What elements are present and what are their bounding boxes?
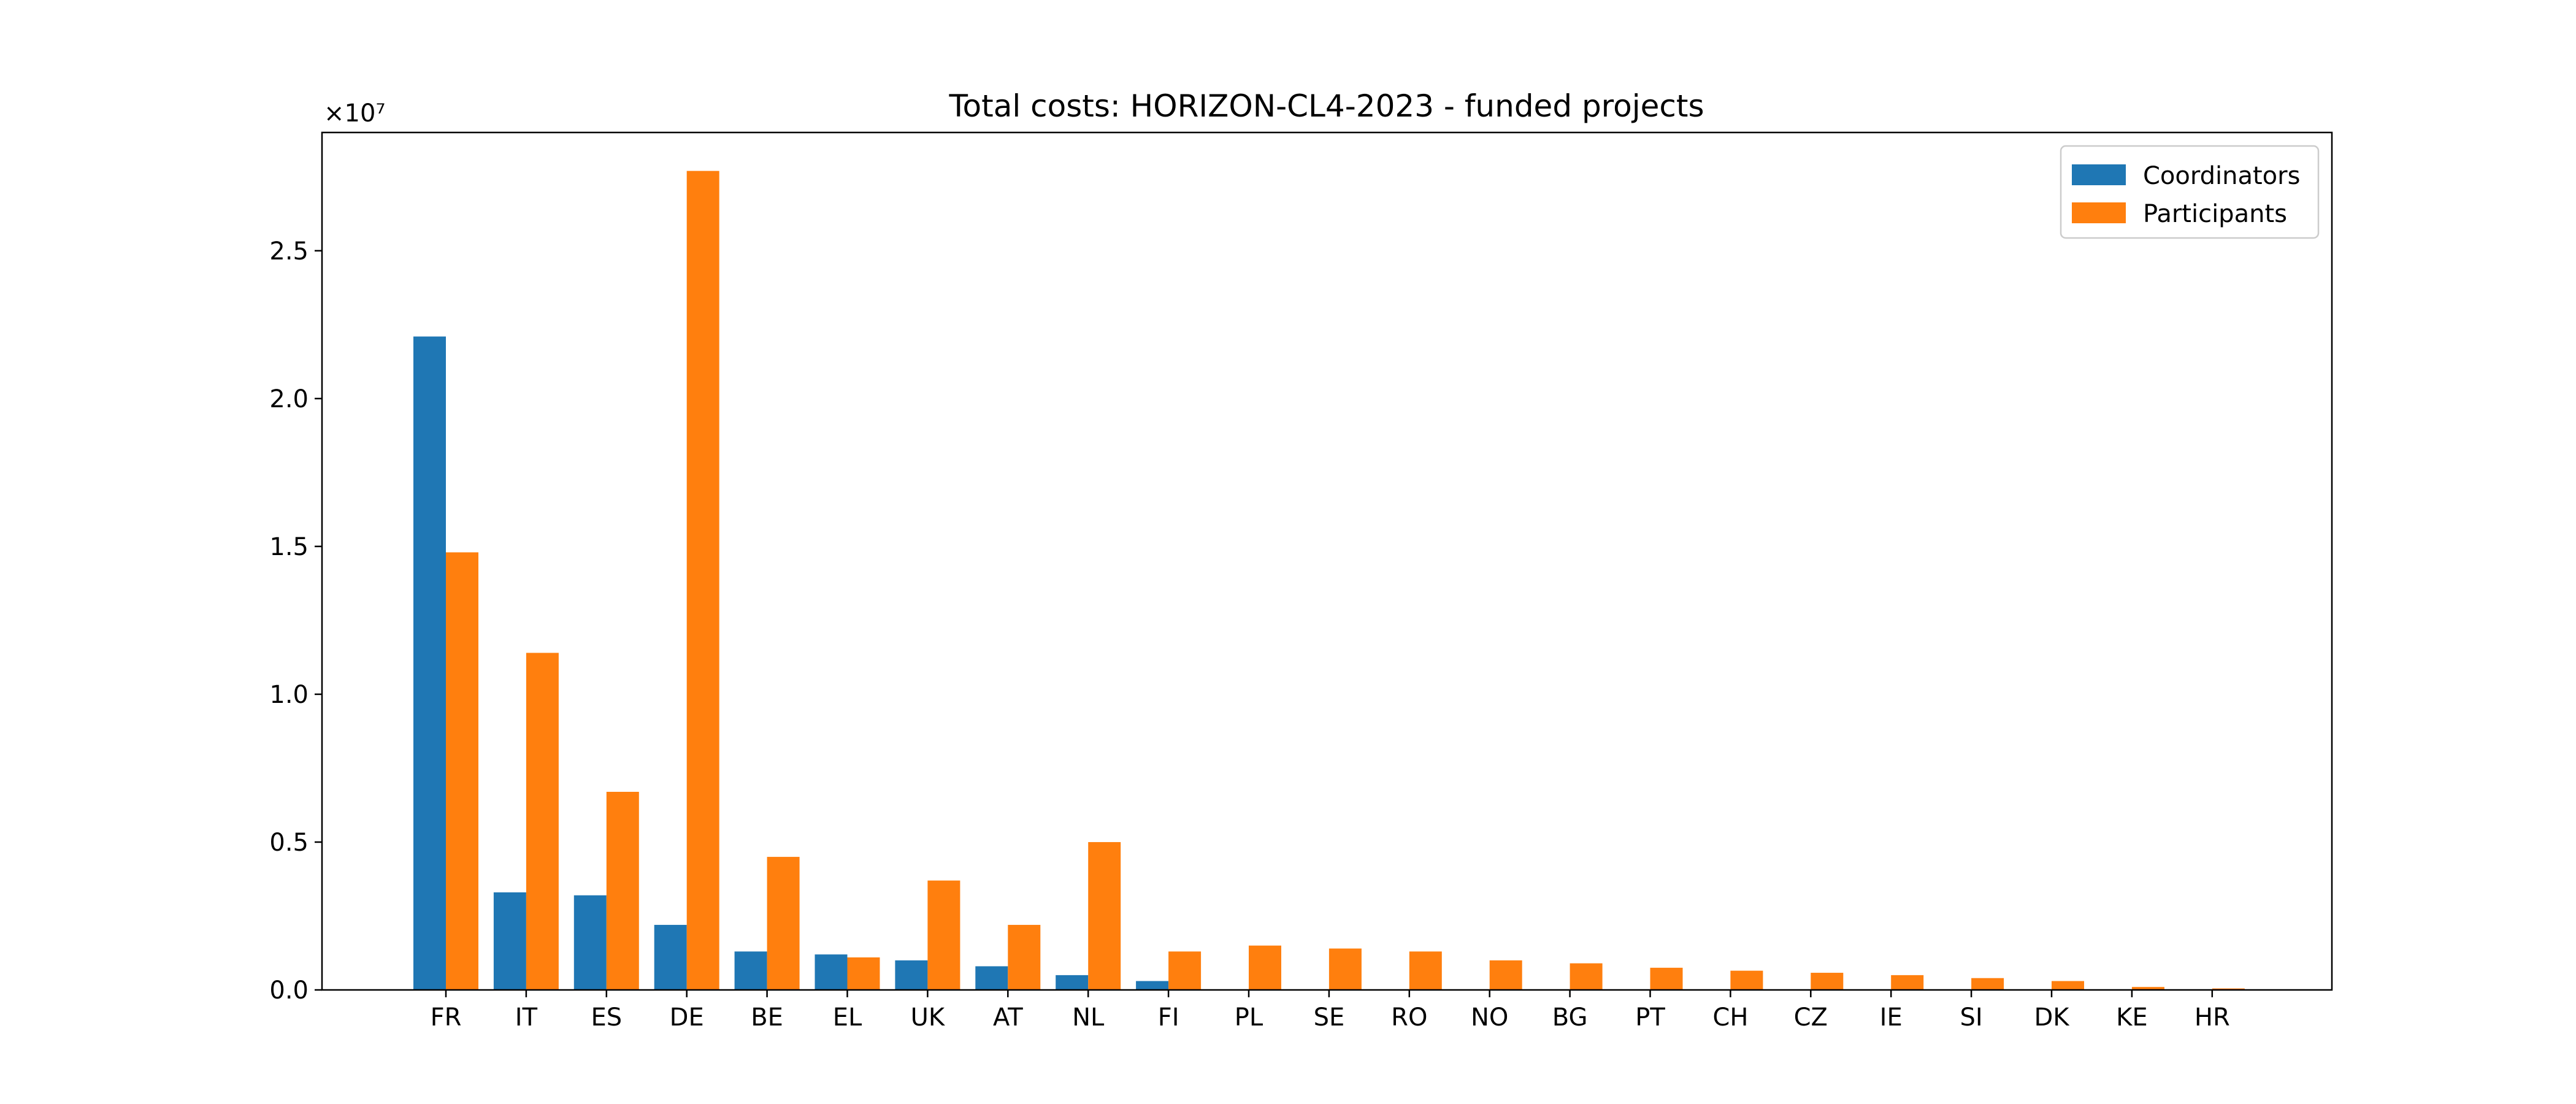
x-tick-label: IE <box>1880 1003 1903 1032</box>
bar-participants-at <box>1008 924 1041 990</box>
x-tick-label: CH <box>1712 1003 1748 1032</box>
x-tick-label: FR <box>431 1003 462 1032</box>
bar-participants-nl <box>1088 841 1121 990</box>
x-tick-label: PT <box>1635 1003 1665 1032</box>
bar-coordinators-fr <box>413 336 446 990</box>
bar-participants-bg <box>1570 963 1603 990</box>
x-tick-label: FI <box>1158 1003 1179 1032</box>
bar-participants-de <box>686 171 719 991</box>
x-tick-label: SI <box>1960 1003 1983 1032</box>
x-tick-label: HR <box>2195 1003 2230 1032</box>
y-axis-offset-label: ×10⁷ <box>324 99 385 128</box>
bar-participants-no <box>1489 960 1522 990</box>
x-tick-label: UK <box>911 1003 946 1032</box>
x-tick-label: DK <box>2034 1003 2070 1032</box>
bar-participants-si <box>1971 978 2004 990</box>
x-axis-ticks: FR IT ES DE BE EL UK AT NL FI PL SE RO NO BG PT CH CZ IE SI… <box>431 990 2230 1032</box>
legend: Coordinators Participants <box>2060 145 2320 239</box>
legend-swatch-participants <box>2072 202 2126 223</box>
y-axis-ticks: 0.0 0.5 1.0 1.5 2.0 2.5 <box>269 237 322 1005</box>
bar-coordinators-el <box>815 954 848 990</box>
x-tick-label: KE <box>2116 1003 2148 1032</box>
bar-participants-fr <box>446 552 478 990</box>
bar-participants-be <box>767 857 800 990</box>
x-tick-label: NL <box>1072 1003 1105 1032</box>
bar-participants-pt <box>1650 967 1683 990</box>
plot-frame <box>321 131 2333 991</box>
bar-participants-es <box>606 792 639 990</box>
bar-participants-pl <box>1249 945 1281 990</box>
x-tick-label: IT <box>515 1003 538 1032</box>
bar-participants-it <box>526 653 559 990</box>
y-tick-label: 2.5 <box>269 237 309 266</box>
x-tick-label: DE <box>670 1003 704 1032</box>
legend-swatch-coordinators <box>2072 164 2126 185</box>
bar-participants-uk <box>927 880 960 990</box>
bar-coordinators-de <box>654 924 687 990</box>
bar-participants-ie <box>1891 975 1924 990</box>
legend-label-coordinators: Coordinators <box>2143 162 2300 190</box>
y-tick-label: 1.0 <box>269 681 309 709</box>
legend-label-participants: Participants <box>2143 200 2287 228</box>
y-tick-label: 0.0 <box>269 976 309 1005</box>
bar-coordinators-uk <box>895 960 928 990</box>
bar-coordinators-nl <box>1056 975 1089 990</box>
x-tick-label: SE <box>1314 1003 1345 1032</box>
bar-coordinators-es <box>573 895 607 990</box>
bar-participants-ke <box>2131 987 2164 990</box>
x-tick-label: NO <box>1471 1003 1508 1032</box>
bar-participants-ch <box>1730 970 1763 990</box>
y-tick-label: 0.5 <box>269 829 309 857</box>
y-tick-label: 1.5 <box>269 533 309 561</box>
bar-coordinators-be <box>734 951 767 990</box>
bar-participants-fi <box>1168 951 1202 990</box>
x-tick-label: AT <box>993 1003 1023 1032</box>
bar-participants-cz <box>1811 973 1844 990</box>
x-tick-label: PL <box>1235 1003 1263 1032</box>
x-tick-label: RO <box>1391 1003 1427 1032</box>
bar-coordinators-fi <box>1136 981 1169 990</box>
bar-participants-se <box>1328 948 1362 990</box>
x-tick-label: EL <box>833 1003 862 1032</box>
bars-group <box>413 171 2245 991</box>
bar-participants-dk <box>2052 981 2084 990</box>
bar-participants-ro <box>1409 951 1442 990</box>
x-tick-label: CZ <box>1794 1003 1828 1032</box>
chart-title: Total costs: HORIZON-CL4-2023 - funded p… <box>948 88 1704 124</box>
x-tick-label: ES <box>591 1003 622 1032</box>
x-tick-label: BG <box>1552 1003 1588 1032</box>
bar-coordinators-at <box>975 966 1008 990</box>
x-tick-label: BE <box>751 1003 783 1032</box>
bar-participants-el <box>847 957 880 990</box>
bar-coordinators-it <box>493 892 526 990</box>
y-tick-label: 2.0 <box>269 385 309 413</box>
